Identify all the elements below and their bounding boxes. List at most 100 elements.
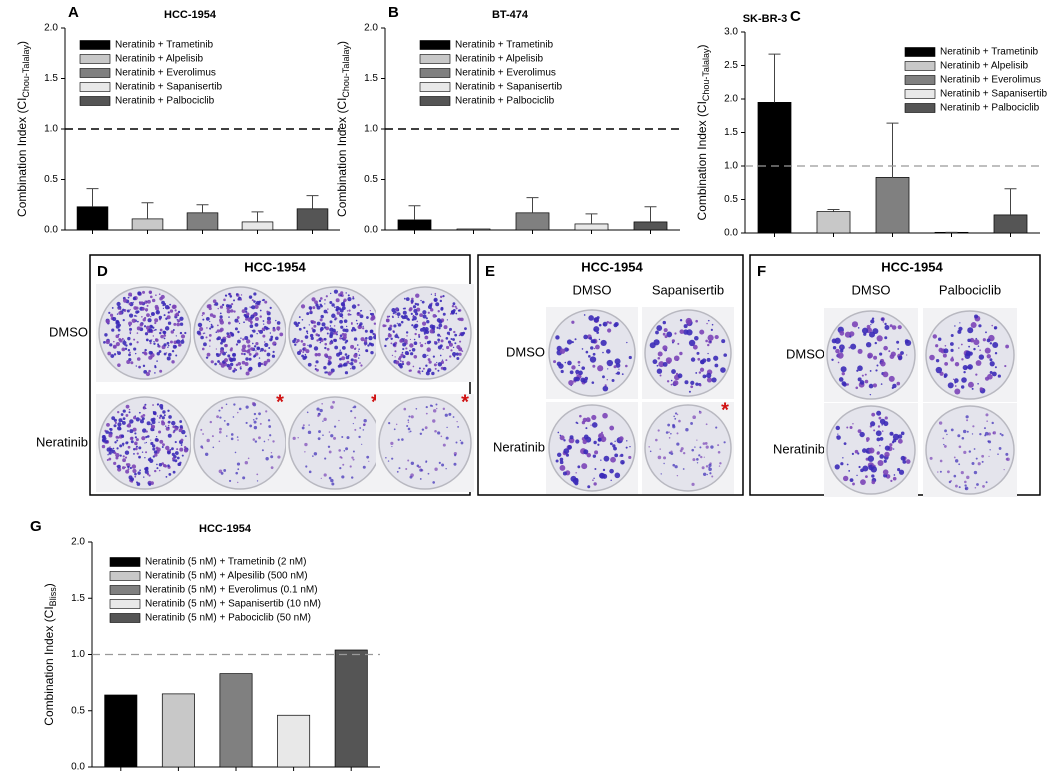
colony [602, 468, 606, 472]
colony [456, 357, 460, 361]
colony [985, 481, 988, 484]
colony [426, 320, 430, 324]
colony [303, 326, 306, 329]
colony [705, 465, 709, 468]
colony [593, 482, 597, 486]
colony [674, 465, 678, 469]
colony [305, 330, 309, 333]
colony [368, 335, 373, 341]
colony [875, 430, 882, 437]
colony [358, 354, 361, 356]
colony [555, 459, 559, 463]
colony [943, 348, 949, 354]
colony [156, 463, 158, 466]
colony [707, 334, 714, 341]
colony [167, 346, 169, 348]
colony [369, 342, 373, 346]
colony [229, 333, 232, 335]
colony [258, 357, 261, 359]
colony [395, 360, 400, 365]
colony [415, 293, 420, 298]
colony [172, 344, 177, 349]
colony [269, 338, 273, 342]
colony [152, 329, 154, 332]
colony [978, 354, 985, 360]
colony [462, 331, 466, 335]
colony [416, 464, 420, 468]
colony [163, 314, 166, 317]
colony [161, 445, 164, 448]
colony [156, 415, 159, 417]
colony [333, 289, 339, 294]
colony [898, 469, 905, 475]
colony [954, 385, 957, 387]
colony [425, 371, 430, 376]
colony [584, 376, 588, 381]
colony [699, 384, 702, 387]
colony [391, 457, 394, 460]
colony [413, 308, 418, 313]
colony [964, 486, 969, 491]
colony [342, 335, 347, 340]
colony [396, 470, 399, 473]
colony [879, 352, 883, 356]
colony [427, 354, 429, 356]
colony [878, 416, 882, 420]
colony [944, 429, 947, 433]
colony [710, 328, 713, 331]
colony [217, 336, 221, 341]
colony [420, 299, 422, 302]
colony [166, 341, 170, 345]
colony [158, 421, 160, 423]
colony [362, 325, 364, 328]
colony [440, 435, 443, 438]
colony [359, 314, 364, 319]
colony [205, 356, 209, 359]
colony [868, 447, 875, 454]
colony [105, 339, 110, 345]
colony [665, 357, 672, 364]
colony [155, 446, 159, 450]
colony [148, 355, 153, 360]
colony [455, 441, 458, 444]
colony [229, 357, 234, 363]
colony [391, 354, 394, 357]
colony [419, 327, 424, 332]
colony [357, 303, 360, 307]
colony [709, 340, 712, 343]
colony [889, 443, 893, 447]
colony [837, 361, 840, 364]
colony [850, 343, 857, 350]
colony [649, 342, 656, 349]
colony [869, 370, 872, 372]
colony [405, 347, 408, 350]
y-tick-label: 0.0 [364, 225, 378, 236]
colony [141, 307, 145, 311]
colony [129, 342, 133, 346]
colony [364, 329, 368, 333]
colony [132, 427, 137, 432]
colony [364, 344, 366, 346]
colony [674, 332, 677, 335]
bar [993, 214, 1028, 234]
colony [442, 366, 447, 371]
colony [254, 322, 259, 327]
colony [306, 332, 309, 335]
colony [723, 353, 728, 357]
colony [882, 371, 889, 378]
colony [172, 470, 176, 474]
chart-title: HCC-1954 [199, 523, 252, 535]
colony [158, 293, 161, 296]
colony [571, 365, 576, 370]
legend-label: Neratinib + Palbociclib [940, 103, 1040, 114]
colony [172, 425, 175, 429]
colony [259, 422, 262, 425]
bar [104, 694, 138, 768]
colony [858, 465, 861, 469]
colony [106, 459, 109, 462]
colony [455, 307, 458, 310]
colony [117, 323, 121, 327]
row-label: Neratinib [773, 441, 825, 456]
bar [186, 212, 219, 231]
colony [892, 476, 897, 481]
